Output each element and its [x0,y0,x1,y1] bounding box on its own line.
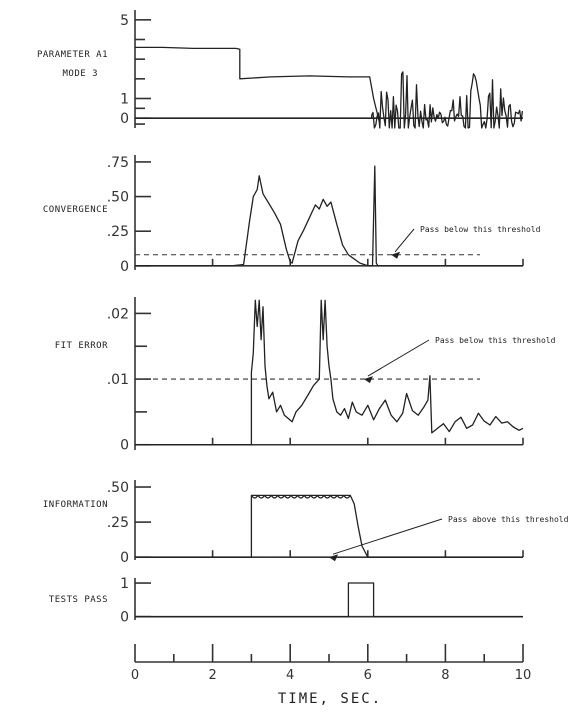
panel-tests-pass: 1 0 TESTS PASS [49,576,523,626]
panel-convergence: .75 .50 .25 0 CONVERGENCE Pass below this thr… [43,155,541,275]
series-line-1 [135,46,381,123]
y-tick-label: 5 [120,13,129,29]
panel-param: 5 1 0 PARAMETER A1 MODE 3 [37,10,524,129]
information-ripple [250,494,351,499]
threshold-arrow [367,339,430,377]
series-line-1 [135,582,523,618]
parameter-noise [371,71,524,129]
x-tick-label: 8 [441,668,449,683]
x-tick-label: 10 [515,668,532,683]
time-axis: TIME, SEC. 0 2 4 6 8 10 [131,644,531,707]
panel-label: INFORMATION [43,500,108,510]
y-tick-label: .75 [107,155,129,171]
arrow-head [329,554,338,562]
panel-label: CONVERGENCE [43,205,108,215]
y-tick-label: .02 [107,306,129,322]
x-tick-label: 2 [208,668,216,683]
y-tick-label: 1 [120,576,129,592]
x-axis-label: TIME, SEC. [278,691,382,707]
y-tick-label: 1 [120,92,129,108]
series-line-1 [135,165,523,267]
y-tick-label: 0 [120,259,129,275]
y-tick-label: 0 [120,550,129,566]
y-tick-label: .50 [107,480,129,496]
y-tick-label: .50 [107,190,129,206]
panel-fit-error: .02 .01 0 FIT ERROR Pass below this threshol… [55,297,556,454]
panel-label: FIT ERROR [55,341,108,351]
x-tick-label: 6 [364,668,372,683]
arrow-head [363,376,373,384]
panel-label: PARAMETER A1 [37,50,108,60]
y-tick-label: .25 [107,224,129,240]
series-line-1 [135,494,523,558]
arrow-head [391,251,401,259]
panel-label: MODE 3 [62,69,98,79]
panel-information: .50 .25 0 INFORMATION Pass above this thresh… [43,480,569,566]
y-tick-label: 0 [120,111,129,127]
threshold-note: Pass below this threshold [420,225,541,234]
y-tick-label: 0 [120,438,129,454]
panel-label: TESTS PASS [49,595,108,605]
y-tick-label: 0 [120,610,129,626]
series-line-1 [135,299,524,446]
panels: 5 1 0 PARAMETER A1 MODE 3 .75 .50 .25 0 CONVERGEN… [37,10,569,626]
threshold-arrow [394,228,415,253]
x-tick-label: 4 [286,668,294,683]
x-tick-label: 0 [131,668,139,683]
threshold-arrow [332,518,443,555]
y-tick-label: .01 [107,372,129,388]
threshold-note: Pass below this threshold [435,336,556,345]
y-tick-label: .25 [107,515,129,531]
threshold-note: Pass above this threshold [448,515,569,524]
